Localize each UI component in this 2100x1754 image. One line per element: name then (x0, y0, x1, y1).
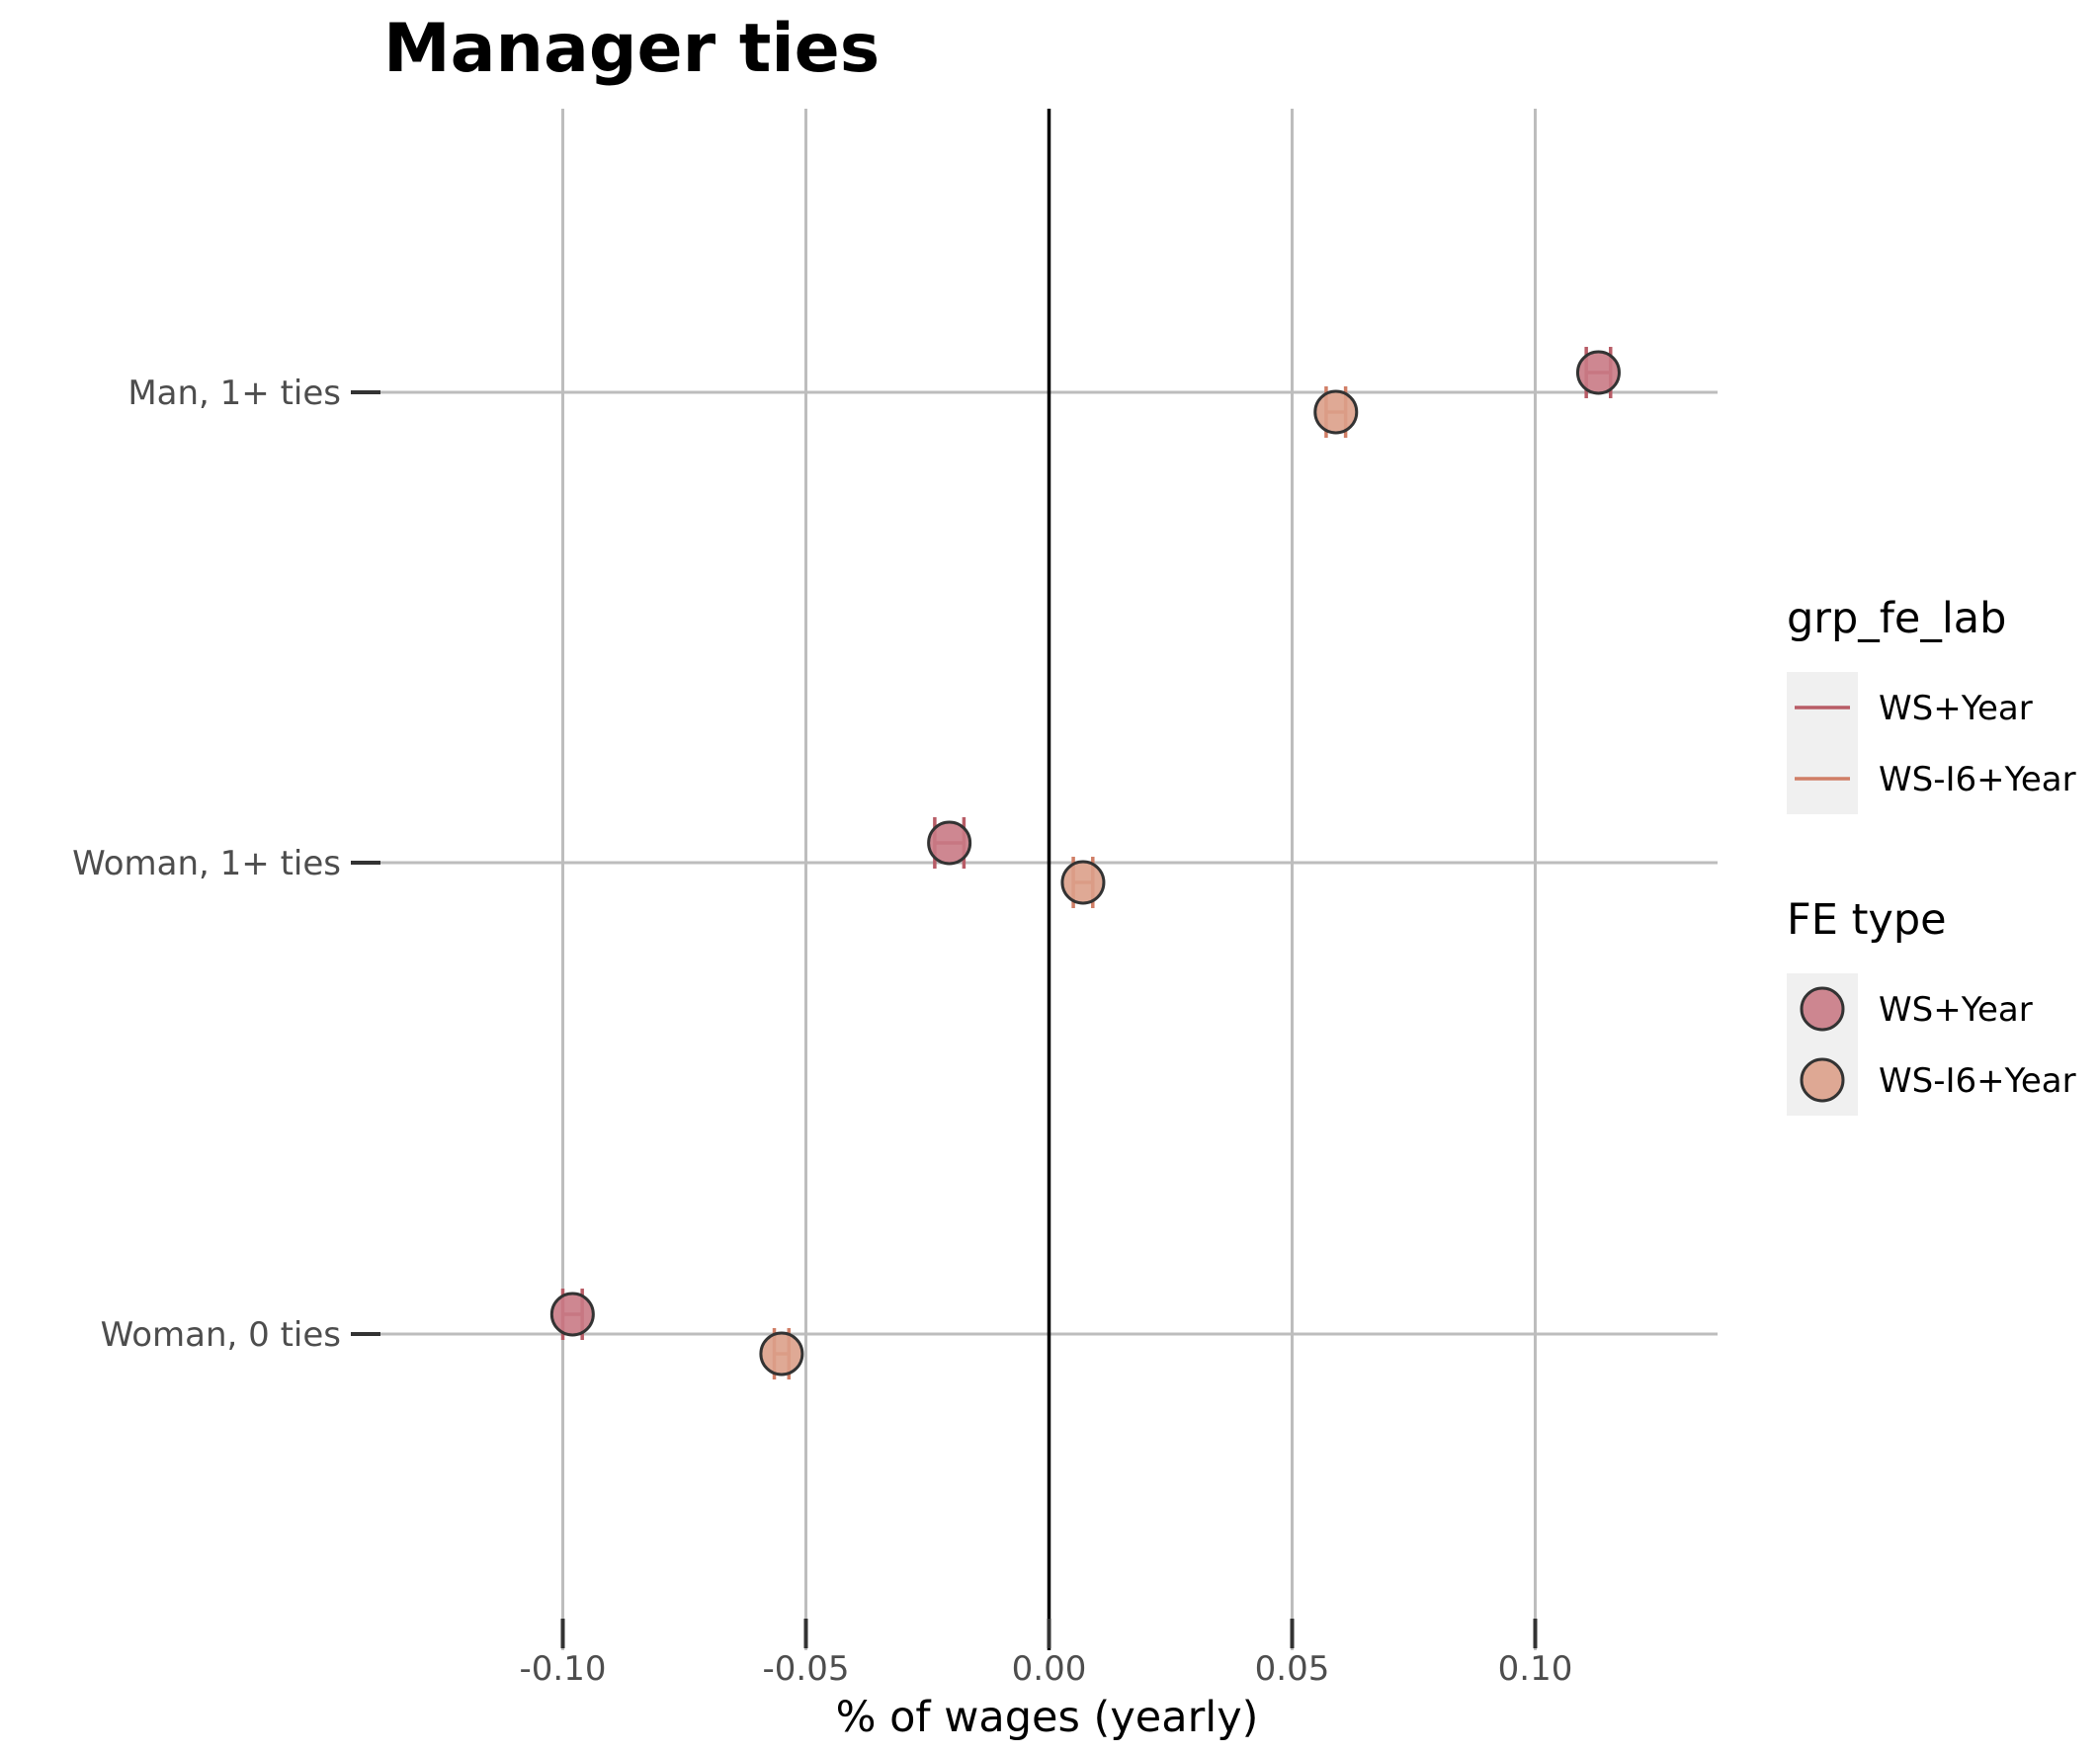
legend: grp_fe_lab WS+Year WS-I6+Year FE type WS+Yea… (1787, 594, 2076, 1116)
data-point (549, 1292, 595, 1337)
x-tick-label: 0.10 (1498, 1649, 1573, 1689)
legend-group: FE type WS+Year WS-I6+Year (1787, 895, 2076, 1116)
legend-label: WS-I6+Year (1879, 1061, 2076, 1101)
legend-group: grp_fe_lab WS+Year WS-I6+Year (1787, 594, 2076, 814)
x-tick-label: 0.00 (1012, 1649, 1087, 1689)
x-tick-label: -0.10 (520, 1649, 607, 1689)
x-tick-label: 0.05 (1255, 1649, 1330, 1689)
chart-title: Manager ties (383, 10, 880, 88)
legend-point-key (1800, 986, 1845, 1032)
legend-point-key (1800, 1057, 1845, 1103)
data-point (1575, 350, 1621, 395)
data-point (1060, 860, 1106, 905)
data-point (927, 820, 972, 866)
data-point (1313, 389, 1359, 435)
legend-title: FE type (1787, 895, 1947, 945)
y-tick-label: Woman, 1+ ties (72, 844, 341, 883)
legend-title: grp_fe_lab (1787, 594, 2006, 643)
y-tick-label: Man, 1+ ties (127, 374, 341, 413)
legend-label: WS+Year (1879, 990, 2033, 1030)
y-tick-label: Woman, 0 ties (101, 1315, 341, 1355)
point-layer (549, 350, 1621, 1377)
x-axis-title: % of wages (yearly) (836, 1693, 1259, 1742)
legend-label: WS+Year (1879, 689, 2033, 728)
x-tick-label: -0.05 (763, 1649, 850, 1689)
legend-key-background (1787, 672, 1858, 814)
axis-layer: -0.10 -0.05 0.00 0.05 0.10 Man, 1+ ties Woman,… (72, 374, 1572, 1689)
legend-label: WS-I6+Year (1879, 760, 2076, 799)
data-point (759, 1331, 804, 1377)
